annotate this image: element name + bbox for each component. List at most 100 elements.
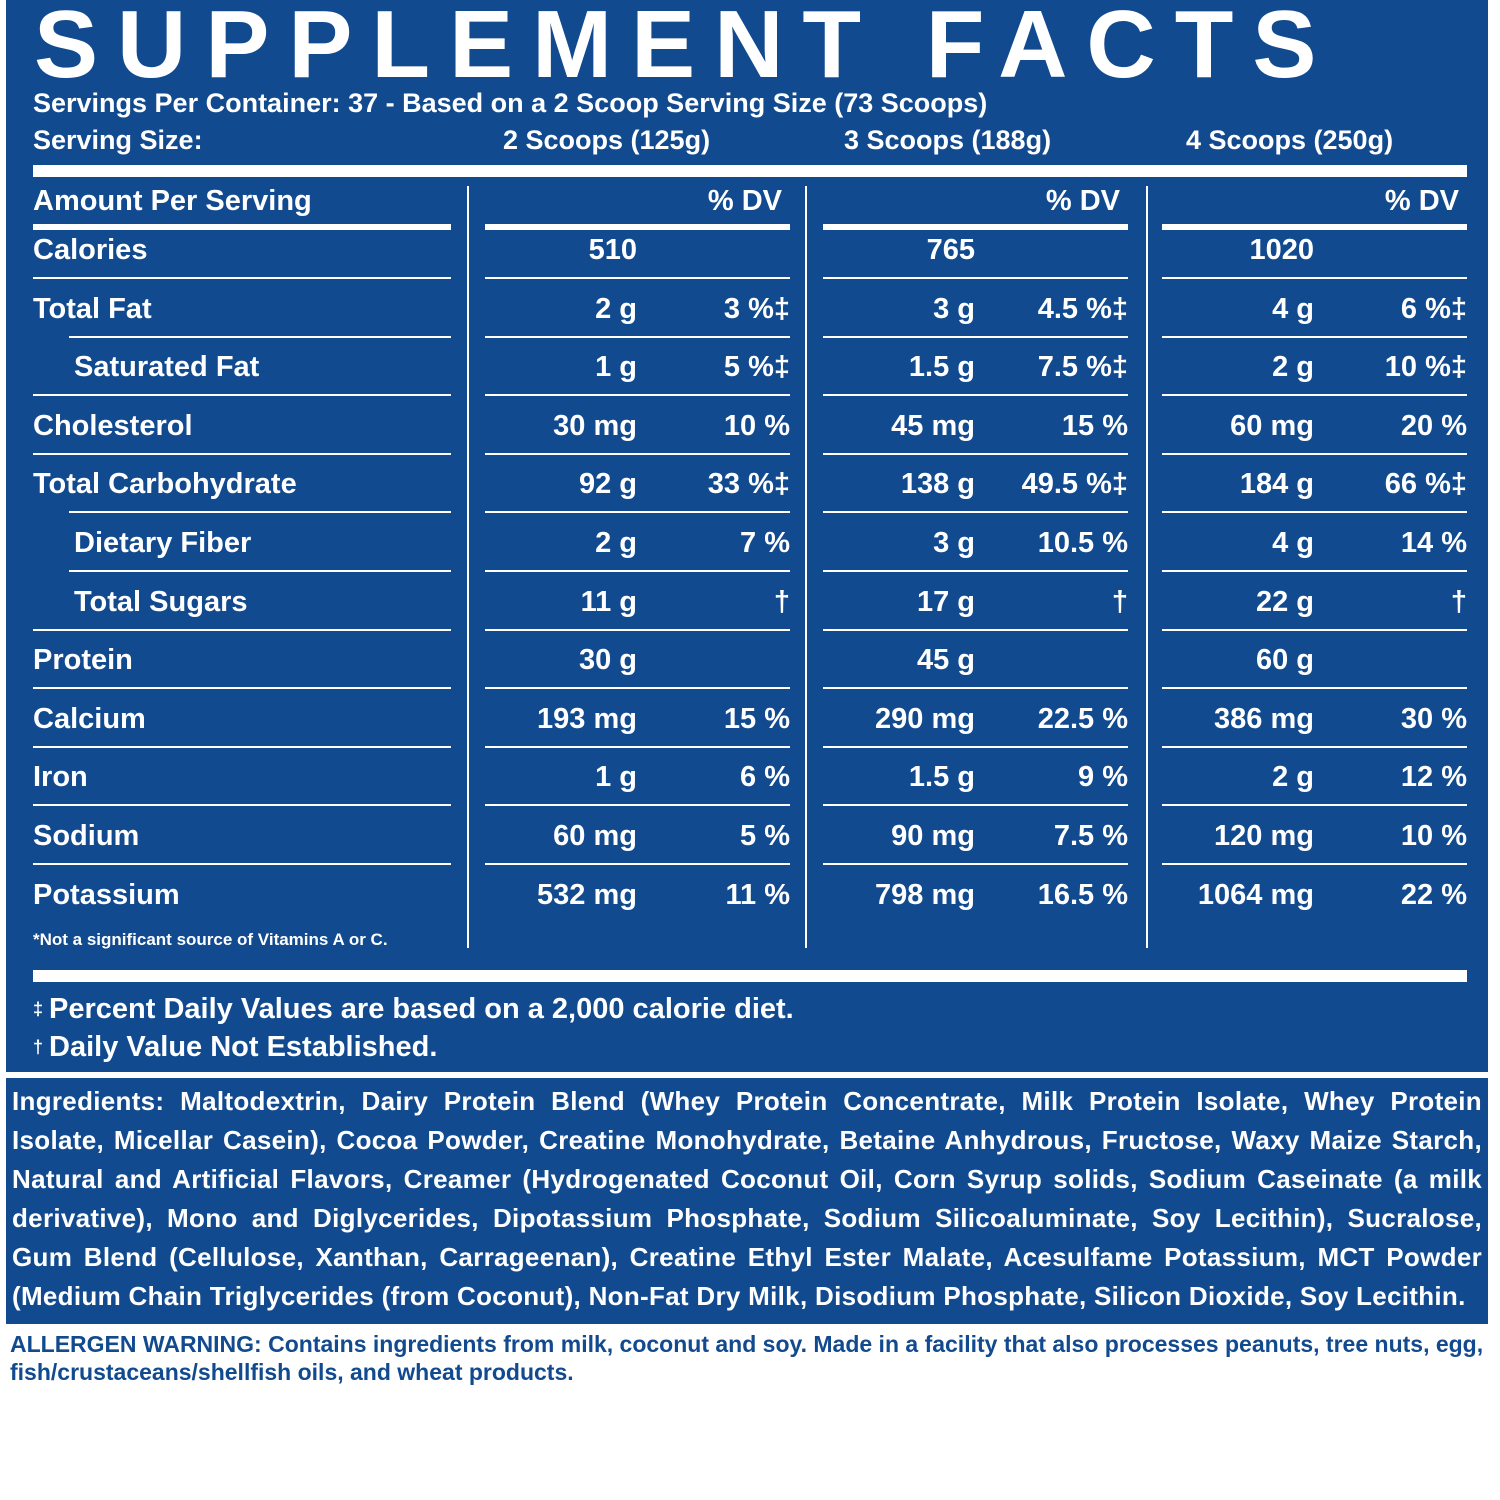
row-divider — [823, 335, 1128, 338]
bottom-section: Ingredients: Maltodextrin, Dairy Protein… — [6, 1078, 1488, 1386]
row-divider — [1162, 335, 1467, 338]
nutrient-amount: 60 mg — [553, 820, 637, 852]
row-divider — [823, 687, 1128, 690]
nutrient-amount: 92 g — [578, 468, 637, 501]
amount-per-serving-header: Amount Per Serving — [33, 185, 312, 217]
nutrient-name: Iron — [33, 761, 88, 794]
row-divider — [485, 628, 790, 631]
nutrient-dv: † — [773, 585, 790, 618]
row-divider — [485, 863, 790, 865]
vitamin-note: *Not a significant source of Vitamins A … — [33, 930, 388, 949]
nutrient-dv: 10.5 % — [1037, 527, 1128, 559]
nutrient-dv: † — [1450, 585, 1467, 618]
nutrient-amount: 1064 mg — [1197, 878, 1314, 911]
row-divider — [1162, 804, 1467, 807]
footnote-dagger: † Daily Value Not Established. — [33, 1030, 437, 1064]
nutrient-amount: 510 — [588, 234, 637, 266]
dv-header: % DV — [1384, 185, 1459, 217]
header-underline — [485, 224, 790, 230]
row-divider — [69, 570, 451, 572]
row-divider — [823, 452, 1128, 455]
row-divider — [485, 570, 790, 572]
nutrient-dv: 49.5 %‡ — [1021, 468, 1128, 501]
row-divider — [823, 745, 1128, 748]
nutrient-amount: 765 — [926, 234, 975, 266]
nutrient-amount: 2 g — [1272, 351, 1314, 384]
footnote-symbol: ‡ — [33, 999, 44, 1019]
nutrient-amount: 11 g — [580, 585, 637, 618]
nutrient-dv: 5 % — [740, 820, 790, 852]
row-divider — [1162, 452, 1467, 455]
nutrient-dv: 7.5 %‡ — [1037, 351, 1128, 384]
allergen-label: ALLERGEN WARNING: — [10, 1331, 262, 1357]
row-divider — [823, 628, 1128, 631]
nutrient-dv: 7 % — [740, 527, 790, 559]
footnote-symbol: † — [33, 1037, 44, 1057]
row-divider — [823, 277, 1128, 279]
nutrient-amount: 120 mg — [1214, 820, 1314, 852]
row-divider — [485, 511, 790, 514]
nutrient-amount: 184 g — [1239, 468, 1314, 501]
row-divider — [33, 863, 451, 865]
nutrient-dv: 15 % — [723, 702, 790, 735]
row-divider — [33, 745, 451, 748]
thick-divider-bottom — [33, 970, 1467, 982]
column-header-3: 4 Scoops (250g) — [1186, 125, 1394, 155]
nutrient-amount: 60 mg — [1230, 409, 1314, 442]
row-divider — [485, 394, 790, 397]
row-divider — [485, 277, 790, 279]
nutrient-name: Dietary Fiber — [74, 527, 252, 559]
row-divider — [485, 745, 790, 748]
row-divider — [33, 277, 451, 279]
nutrient-name: Protein — [33, 644, 133, 677]
row-divider — [69, 335, 451, 338]
nutrient-amount: 532 mg — [537, 878, 637, 911]
row-divider — [33, 452, 451, 455]
row-divider — [823, 804, 1128, 807]
nutrient-dv: 3 %‡ — [723, 292, 790, 325]
allergen-contains: Contains ingredients from milk, coconut … — [268, 1331, 807, 1357]
row-divider — [33, 394, 451, 397]
column-header-1: 2 Scoops (125g) — [503, 125, 711, 155]
row-divider — [823, 570, 1128, 572]
header-underline — [1162, 224, 1467, 230]
nutrient-dv: 22 % — [1400, 878, 1467, 911]
row-divider — [1162, 570, 1467, 572]
nutrient-amount: 1 g — [595, 761, 637, 794]
column-divider — [805, 186, 807, 948]
nutrient-amount: 90 mg — [891, 820, 975, 852]
nutrient-amount: 2 g — [595, 527, 637, 559]
nutrient-amount: 3 g — [933, 292, 975, 325]
column-header-2: 3 Scoops (188g) — [844, 125, 1052, 155]
allergen-facility: Made in a facility that also processes p… — [10, 1331, 1484, 1385]
nutrient-dv: 7.5 % — [1053, 820, 1128, 852]
nutrient-name: Potassium — [33, 878, 180, 911]
footnote-dagger-double: ‡ Percent Daily Values are based on a 2,0… — [33, 992, 794, 1026]
nutrient-dv: 20 % — [1400, 409, 1467, 442]
nutrient-amount: 17 g — [916, 585, 975, 618]
nutrient-name: Sodium — [33, 820, 140, 852]
nutrient-name: Total Carbohydrate — [33, 468, 297, 501]
nutrient-dv: 15 % — [1061, 409, 1128, 442]
row-divider — [1162, 628, 1467, 631]
nutrient-amount: 193 mg — [537, 702, 637, 735]
nutrient-dv: 16.5 % — [1037, 878, 1128, 911]
row-divider — [1162, 511, 1467, 514]
serving-size-label: Serving Size: — [33, 125, 203, 155]
nutrient-amount: 45 mg — [891, 409, 975, 442]
column-divider — [1146, 186, 1148, 948]
nutrient-name: Calcium — [33, 702, 146, 735]
row-divider — [485, 804, 790, 807]
nutrient-amount: 30 g — [578, 644, 637, 677]
nutrient-amount: 1020 — [1249, 234, 1314, 266]
nutrient-dv: 22.5 % — [1037, 702, 1128, 735]
nutrient-dv: 5 %‡ — [723, 351, 790, 384]
nutrient-amount: 3 g — [933, 527, 975, 559]
supplement-facts-panel: SUPPLEMENT FACTS Servings Per Container:… — [6, 0, 1488, 1072]
footnote-text: Percent Daily Values are based on a 2,00… — [49, 993, 794, 1025]
nutrient-dv: 12 % — [1400, 761, 1467, 794]
nutrient-dv: 11 % — [725, 878, 791, 911]
nutrient-dv: 30 % — [1400, 702, 1467, 735]
nutrient-dv: 66 %‡ — [1384, 468, 1467, 501]
row-divider — [823, 394, 1128, 397]
